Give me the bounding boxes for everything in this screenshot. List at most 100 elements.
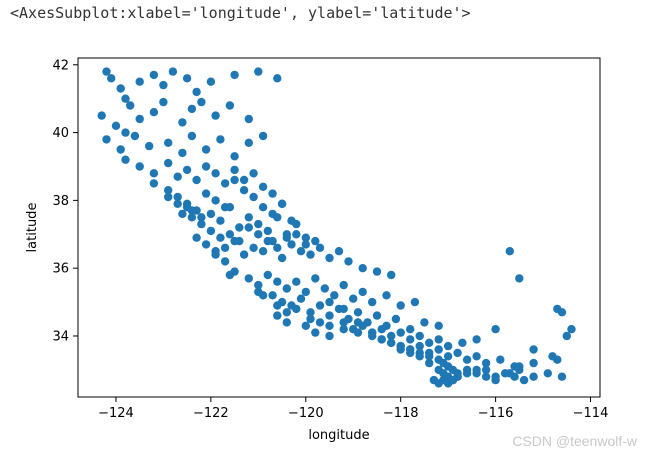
scatter-point xyxy=(306,314,315,324)
scatter-point xyxy=(491,325,500,334)
x-axis-title: longitude xyxy=(308,428,369,443)
scatter-point xyxy=(273,243,282,252)
scatter-point xyxy=(258,203,268,212)
scatter-point xyxy=(491,375,500,385)
scatter-point xyxy=(230,70,239,80)
scatter-point xyxy=(135,162,144,171)
scatter-point xyxy=(344,257,353,266)
scatter-point xyxy=(472,352,481,361)
scatter-point xyxy=(282,318,291,327)
y-tick-label: 34 xyxy=(52,329,69,344)
scatter-point xyxy=(425,358,434,368)
scatter-point xyxy=(273,213,282,222)
scatter-point xyxy=(173,199,182,208)
scatter-point xyxy=(453,348,462,358)
scatter-point xyxy=(225,230,235,239)
scatter-point xyxy=(382,291,391,300)
scatter-point xyxy=(192,233,201,242)
scatter-point xyxy=(325,331,334,341)
scatter-point xyxy=(206,226,216,236)
scatter-point xyxy=(434,345,443,354)
watermark-text: CSDN @teenwolf-w xyxy=(512,433,637,449)
scatter-point xyxy=(453,372,462,381)
scatter-point xyxy=(178,118,187,127)
scatter-point xyxy=(515,362,524,371)
scatter-point xyxy=(410,297,420,307)
scatter-point xyxy=(273,74,282,83)
scatter-point xyxy=(296,247,306,256)
plot-frame xyxy=(77,57,601,398)
y-axis-ticks: 34 36 38 40 42 xyxy=(52,58,78,344)
scatter-point xyxy=(159,80,168,90)
scatter-point xyxy=(315,301,325,310)
scatter-point xyxy=(254,230,263,239)
scatter-point xyxy=(292,304,301,314)
scatter-point xyxy=(178,209,187,219)
scatter-point xyxy=(434,335,443,344)
scatter-point xyxy=(121,128,130,137)
scatter-point xyxy=(216,216,225,225)
scatter-point xyxy=(173,172,182,181)
scatter-point xyxy=(268,236,277,246)
x-tick-label: −124 xyxy=(98,406,134,421)
scatter-point xyxy=(149,179,159,188)
scatter-point xyxy=(182,74,192,83)
scatter-point xyxy=(301,287,310,297)
scatter-point xyxy=(325,321,334,330)
scatter-point xyxy=(553,304,562,314)
scatter-point xyxy=(443,341,453,351)
scatter-point xyxy=(225,203,235,212)
scatter-point xyxy=(325,311,334,320)
scatter-point xyxy=(258,247,268,256)
scatter-point xyxy=(377,325,386,334)
scatter-point xyxy=(187,104,197,114)
scatter-point xyxy=(296,294,306,303)
scatter-point xyxy=(201,240,211,249)
scatter-point xyxy=(254,280,263,290)
scatter-point xyxy=(287,240,296,249)
scatter-point xyxy=(320,284,329,293)
scatter-point xyxy=(149,108,159,117)
y-tick-label: 38 xyxy=(52,194,69,209)
scatter-point xyxy=(239,250,249,259)
scatter-point xyxy=(543,369,552,378)
scatter-point xyxy=(481,365,491,375)
scatter-point xyxy=(387,331,396,341)
scatter-point xyxy=(107,74,116,83)
scatter-point xyxy=(135,114,144,124)
x-tick-label: −122 xyxy=(193,406,229,421)
scatter-point xyxy=(339,325,348,334)
scatter-point xyxy=(206,209,216,219)
scatter-point xyxy=(244,274,253,283)
scatter-point xyxy=(420,318,429,327)
scatter-point xyxy=(258,291,268,300)
scatter-point xyxy=(519,375,529,385)
scatter-point xyxy=(149,70,159,80)
scatter-point xyxy=(349,294,358,303)
scatter-points xyxy=(97,67,576,388)
scatter-point xyxy=(192,175,201,185)
scatter-point xyxy=(458,338,467,347)
scatter-point xyxy=(164,186,173,195)
scatter-point xyxy=(277,199,287,208)
scatter-point xyxy=(292,230,301,239)
y-tick-label: 40 xyxy=(52,126,69,141)
scatter-point xyxy=(515,274,524,283)
scatter-point xyxy=(282,284,291,293)
scatter-point xyxy=(159,97,168,107)
scatter-point xyxy=(273,311,282,320)
scatter-point xyxy=(567,325,576,334)
scatter-point xyxy=(168,67,178,76)
y-tick-label: 42 xyxy=(52,58,69,73)
scatter-point xyxy=(216,135,225,144)
scatter-point xyxy=(249,243,258,252)
scatter-point xyxy=(496,355,505,364)
scatter-point xyxy=(372,267,382,276)
scatter-point xyxy=(230,165,239,175)
scatter-point xyxy=(258,182,268,191)
scatter-point xyxy=(339,304,348,314)
scatter-point xyxy=(164,192,173,202)
scatter-point xyxy=(244,138,253,147)
scatter-point xyxy=(254,219,263,229)
